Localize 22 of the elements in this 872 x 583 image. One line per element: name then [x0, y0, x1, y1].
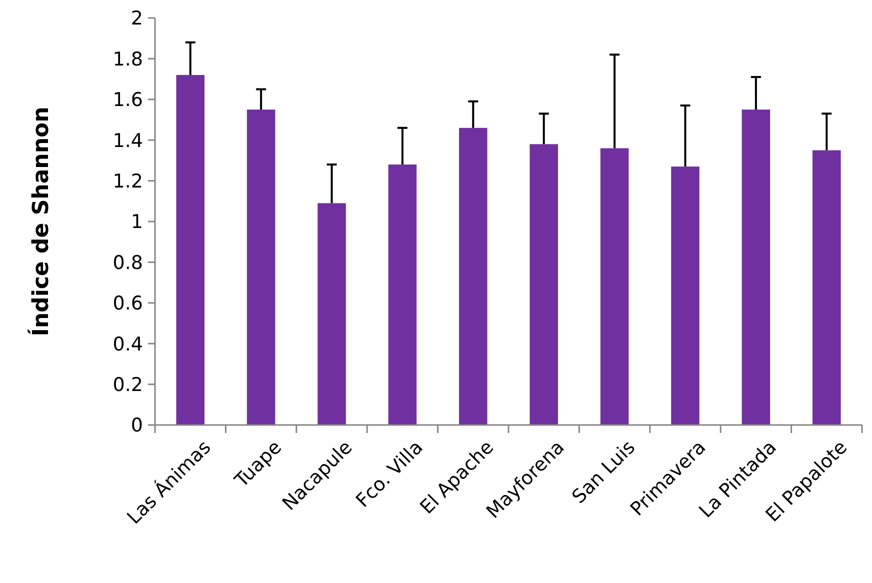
bar [459, 128, 488, 425]
bar [318, 203, 346, 425]
y-tick-label: 1.6 [112, 89, 143, 112]
bar [176, 74, 204, 425]
bar [600, 148, 629, 425]
bar [742, 110, 770, 425]
y-tick-label: 0.8 [112, 252, 143, 274]
y-tick-label: 1 [130, 211, 143, 234]
bar [388, 164, 417, 425]
bar [812, 150, 841, 425]
y-tick-label: 1.8 [112, 48, 143, 70]
y-tick-label: 1.2 [112, 170, 143, 192]
y-tick-label: 2 [130, 8, 143, 30]
bar [530, 144, 558, 425]
y-tick-label: 0.6 [112, 292, 143, 315]
y-tick-label: 0.2 [112, 374, 143, 396]
y-tick-label: 0.4 [112, 333, 143, 356]
y-tick-label: 1.4 [112, 130, 143, 152]
y-tick-label: 0 [130, 414, 143, 437]
bar [246, 110, 276, 425]
bar [671, 166, 700, 425]
y-axis-title: Índice de Shannon [27, 106, 54, 336]
